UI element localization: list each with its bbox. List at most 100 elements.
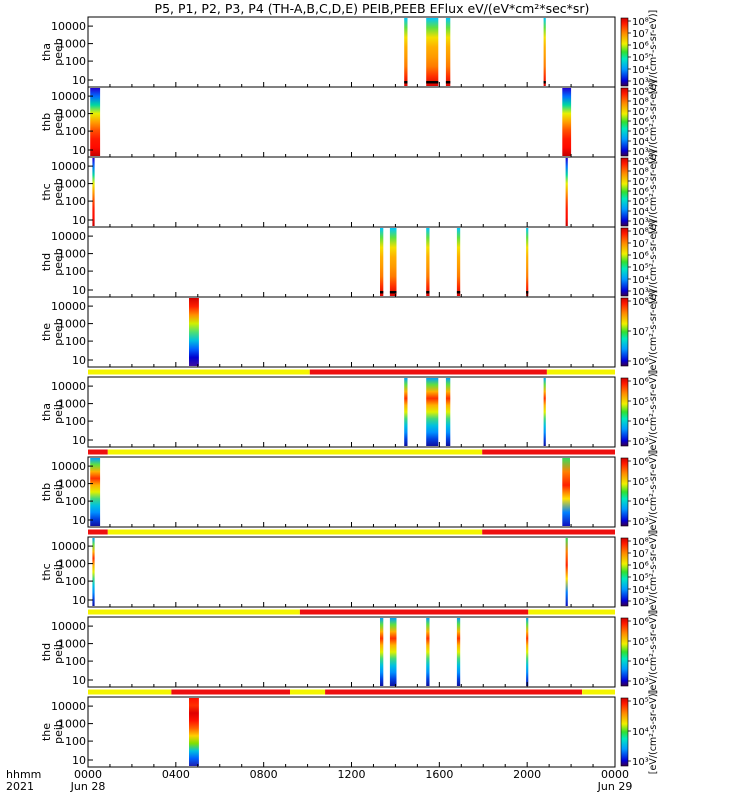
colorbar-tick-label: 10⁸ (632, 17, 649, 28)
colorbar-tick-label: 10⁴ (632, 65, 649, 76)
mode-bar (88, 609, 615, 615)
colorbar-tick-label: 10⁶ (632, 117, 649, 128)
colorbar-units-label: [eV/(cm²-s-sr-eV)] (648, 610, 659, 694)
spectrogram-segment (404, 18, 408, 86)
y-tick-label: 100 (65, 125, 86, 138)
spectrogram-segment (426, 228, 430, 296)
colorbar-tick-label: 10⁶ (632, 561, 649, 572)
colorbar-tick-label: 10⁵ (632, 263, 649, 274)
spectrogram-segment (445, 18, 451, 86)
mode-bar (88, 369, 615, 375)
mode-bar-segment-red (482, 529, 615, 535)
colorbar (620, 537, 629, 607)
colorbar-tick-label: 10⁷ (632, 107, 649, 118)
colorbar-tick-label: 10⁶ (632, 357, 649, 368)
panel-label-instrument: peib (52, 400, 65, 424)
colorbar-tick-label: 10⁷ (632, 29, 649, 40)
spectrogram-segment (189, 298, 199, 366)
colorbar-tick-label: 10⁶ (632, 457, 649, 468)
spectrogram-segment (90, 458, 101, 526)
panel-label-probe: tha (40, 43, 53, 61)
panel-label-instrument: peib (52, 720, 65, 744)
mode-bar-segment-yellow (88, 609, 300, 615)
colorbar-units-label: [eV/(cm²-s-sr-eV)] (648, 10, 659, 94)
colorbar (620, 87, 629, 157)
low-energy-floor (380, 291, 384, 294)
y-tick-label: 1000 (58, 558, 86, 571)
mode-bar-segment-yellow (546, 369, 615, 375)
panel-thb-peib: 10000 1000 100 10 thb peib 10⁶ 10⁵ 10⁴ 10³ [eV/(cm… (40, 450, 659, 534)
y-tick-label: 10 (72, 284, 86, 297)
mode-bar-segment-red (325, 689, 582, 695)
panel-label-instrument: peib (52, 640, 65, 664)
y-tick-label: 10000 (51, 620, 86, 633)
y-tick-label: 1000 (58, 398, 86, 411)
colorbar-tick-label: 10⁵ (632, 53, 649, 64)
x-tick-date-label: Jun 29 (597, 780, 633, 793)
panel-label-instrument: peeb (52, 38, 65, 66)
y-tick-label: 100 (65, 265, 86, 278)
spectrogram-segment (456, 618, 461, 686)
colorbar-tick-label: 10³ (632, 517, 649, 528)
panel-label-probe: the (40, 323, 53, 341)
panel-tha-peib: 10000 1000 100 10 tha peib 10⁶ 10⁵ 10⁴ 10³ [eV/(cm… (40, 370, 659, 454)
colorbar-units-label: [eV/(cm²-s-sr-eV)] (648, 530, 659, 614)
colorbar (620, 457, 629, 527)
panel-label-instrument: peib (52, 480, 65, 504)
colorbar-tick-label: 10³ (632, 597, 649, 608)
mode-bar-segment-red (482, 449, 615, 455)
colorbar-tick-label: 10⁶ (632, 41, 649, 52)
y-tick-label: 100 (65, 575, 86, 588)
mode-bar-segment-yellow (88, 689, 172, 695)
spectrogram-segment (456, 228, 461, 296)
mode-bar-segment-yellow (582, 689, 615, 695)
y-tick-label: 1000 (58, 108, 86, 121)
colorbar-tick-label: 10⁸ (632, 227, 649, 238)
low-energy-floor (389, 291, 397, 294)
mode-bar-segment-yellow (107, 529, 483, 535)
colorbar-tick-label: 10⁴ (632, 727, 649, 738)
x-tick-label: 0000 (74, 768, 102, 781)
low-energy-floor (426, 291, 430, 294)
colorbar (620, 377, 629, 447)
spectrogram-segment (380, 228, 384, 296)
y-tick-label: 10 (72, 214, 86, 227)
spectrogram-segment (389, 618, 397, 686)
mode-bar-segment-yellow (88, 369, 310, 375)
spectrogram-segment (380, 618, 384, 686)
colorbar-units-label: [eV/(cm²-s-sr-eV)] (648, 690, 659, 774)
colorbar-tick-label: 10⁵ (632, 127, 649, 138)
spectrogram-segment (426, 18, 439, 86)
colorbar-tick-label: 10⁸ (632, 167, 649, 178)
colorbar-tick-label: 10⁵ (632, 397, 649, 408)
x-tick-date-label: Jun 28 (70, 780, 106, 793)
plot-area (88, 87, 615, 157)
panel-label-probe: thd (40, 643, 53, 661)
panel-label-probe: thb (40, 483, 53, 501)
mode-bar (88, 449, 615, 455)
plot-area (88, 697, 615, 767)
y-tick-label: 10 (72, 594, 86, 607)
spectrogram-segment (565, 158, 568, 226)
colorbar-tick-label: 10⁴ (632, 657, 649, 668)
colorbar (620, 617, 629, 687)
x-tick-label: 1600 (425, 768, 453, 781)
x-tick-label: 0000 (601, 768, 629, 781)
panel-label-probe: thb (40, 113, 53, 131)
colorbar-tick-label: 10³ (632, 677, 649, 688)
mode-bar (88, 529, 615, 535)
colorbar-tick-label: 10³ (632, 217, 649, 228)
x-axis-label-format: hhmm (6, 768, 41, 781)
panel-label-probe: tha (40, 403, 53, 421)
colorbar-tick-label: 10⁴ (632, 417, 649, 428)
colorbar-units-label: [eV/(cm²-s-sr-eV)] (648, 450, 659, 534)
chart-title: P5, P1, P2, P3, P4 (TH-A,B,C,D,E) PEIB,P… (155, 1, 590, 16)
y-tick-label: 10000 (51, 230, 86, 243)
y-tick-label: 10 (72, 74, 86, 87)
low-energy-floor (445, 81, 451, 84)
colorbar-tick-label: 10⁸ (632, 97, 649, 108)
y-tick-label: 10 (72, 514, 86, 527)
colorbar-tick-label: 10⁵ (632, 697, 649, 708)
